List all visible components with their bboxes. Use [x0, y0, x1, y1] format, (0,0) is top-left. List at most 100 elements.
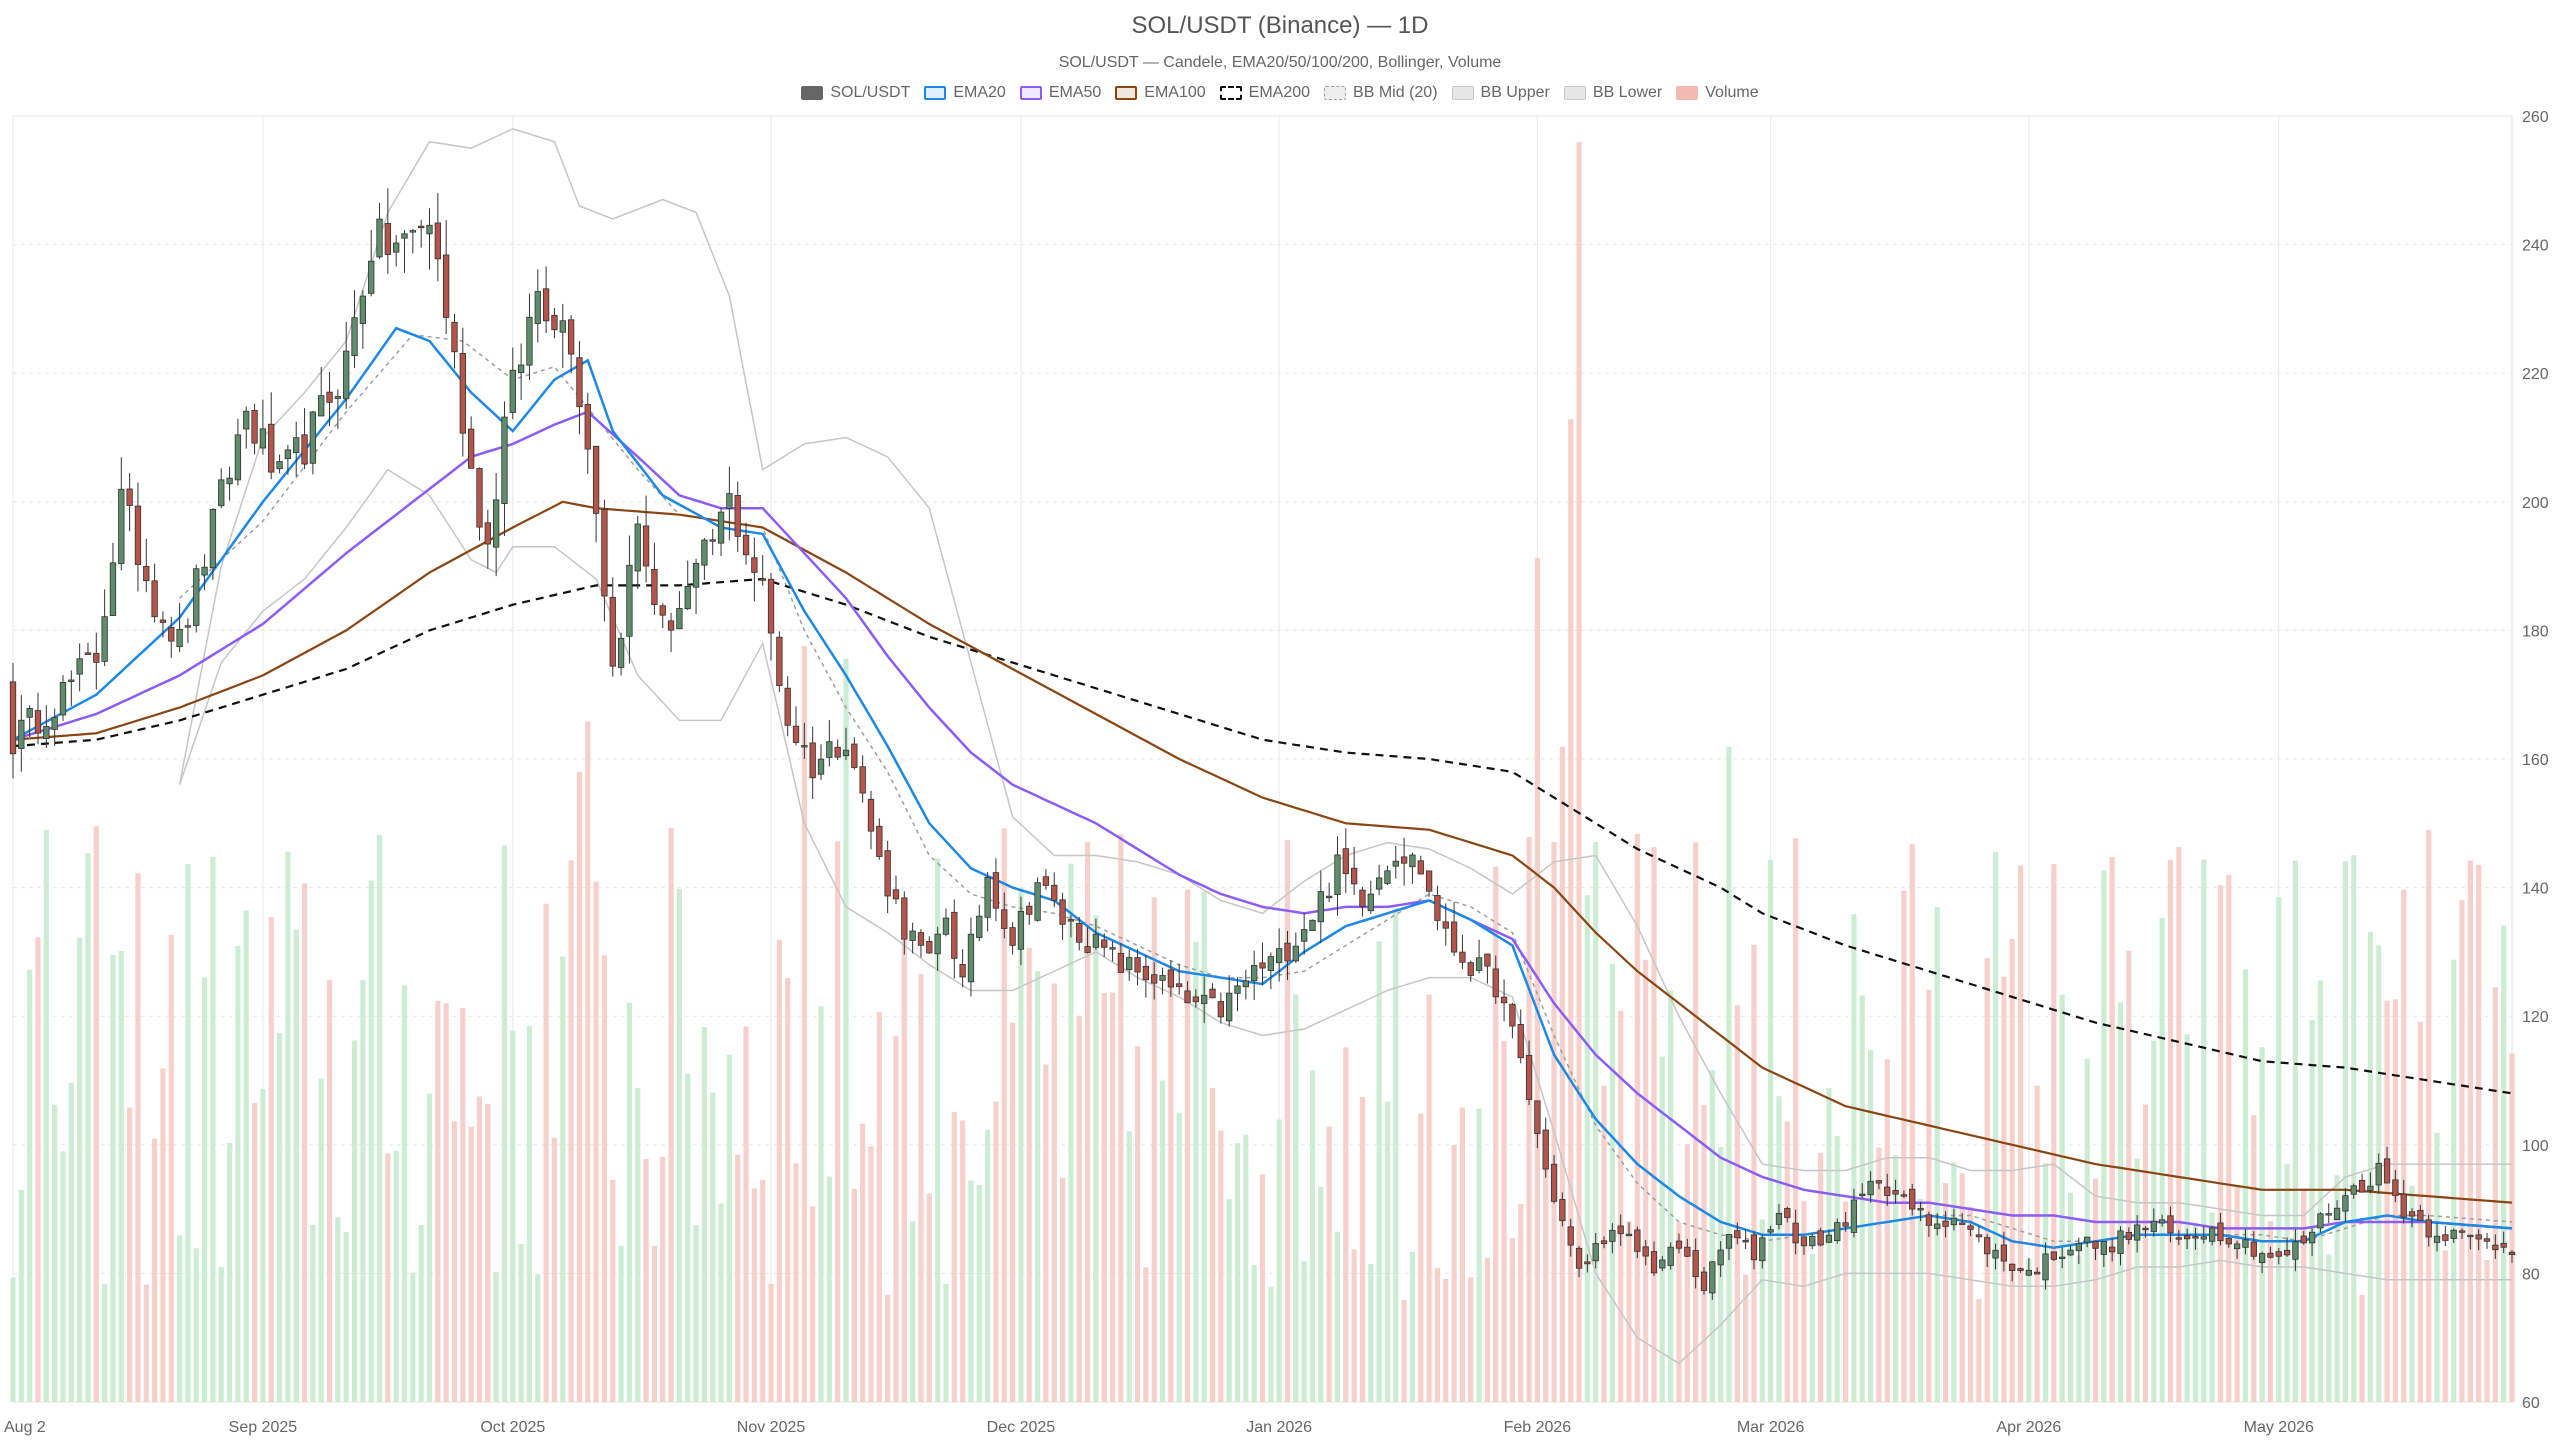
candle	[2275, 1247, 2282, 1265]
candle-body-up	[2292, 1241, 2299, 1260]
volume-bar	[551, 1137, 558, 1402]
volume-bar	[1326, 1126, 1332, 1402]
volume-bar	[1118, 834, 1124, 1402]
legend-item[interactable]: BB Mid (20)	[1324, 84, 1438, 102]
volume-bar	[810, 1206, 816, 1402]
candle	[1534, 1100, 1541, 1149]
candle	[1184, 981, 1191, 1004]
volume-bar	[635, 1087, 641, 1402]
candle	[126, 472, 133, 532]
volume-bar	[985, 1129, 991, 1402]
candle	[2267, 1246, 2274, 1259]
candle-body-up	[409, 230, 416, 233]
x-tick-label: Aug 2	[4, 1419, 46, 1436]
volume-bar	[1293, 994, 1299, 1402]
candle	[1892, 1179, 1899, 1204]
volume-bar	[1193, 941, 1199, 1402]
candle-body-up	[401, 233, 408, 239]
candle	[9, 662, 17, 779]
volume-bar	[43, 829, 49, 1402]
candle-body-up	[59, 682, 67, 716]
volume-bar	[1576, 142, 1582, 1402]
candle-body-up	[1109, 947, 1116, 950]
chart-title: SOL/USDT (Binance) — 1D	[1131, 12, 1429, 39]
candle	[334, 389, 342, 429]
candle	[1317, 870, 1324, 944]
volume-bar	[701, 1027, 707, 1402]
candle-body-down	[9, 681, 17, 755]
candle-body-down	[584, 403, 591, 450]
volume-bar	[626, 1002, 633, 1402]
candle-body-up	[218, 479, 225, 507]
candle-body-up	[1859, 1193, 1866, 1196]
volume-bar	[1984, 957, 1990, 1402]
legend-item[interactable]: Volume	[1676, 84, 1759, 102]
volume-bar	[1010, 1022, 1016, 1402]
candle	[1942, 1211, 1949, 1238]
candle-body-up	[2084, 1236, 2091, 1243]
volume-bar	[285, 851, 291, 1402]
legend-item[interactable]: BB Upper	[1451, 84, 1550, 102]
volume-bar	[2209, 1212, 2215, 1402]
candle	[959, 949, 966, 988]
volume-bar	[1501, 1041, 1507, 1402]
legend-item[interactable]: BB Lower	[1563, 84, 1662, 102]
candle-body-down	[1009, 927, 1016, 946]
candle	[1392, 845, 1399, 879]
volume-bar	[1134, 1046, 1141, 1402]
volume-bar	[1668, 990, 1674, 1402]
volume-bar	[185, 863, 191, 1402]
candle-body-up	[2134, 1224, 2141, 1241]
candle-body-up	[1934, 1223, 1941, 1229]
candle	[1284, 930, 1291, 981]
candle	[326, 371, 333, 427]
legend-item[interactable]: EMA20	[924, 84, 1006, 102]
volume-bar	[1076, 1015, 1082, 1402]
legend-swatch	[1219, 86, 1242, 100]
candle	[351, 290, 358, 368]
candle	[1867, 1171, 1874, 1203]
candle	[576, 341, 583, 435]
candle	[1400, 837, 1408, 886]
candle-body-up	[1592, 1243, 1599, 1262]
candle-body-up	[2200, 1236, 2207, 1240]
candle	[1834, 1218, 1841, 1244]
candle	[651, 542, 658, 615]
candle	[2067, 1245, 2074, 1257]
candle	[2367, 1172, 2374, 1194]
candle	[1559, 1192, 1566, 1227]
candle-body-up	[2317, 1213, 2324, 1229]
candle-body-down	[776, 636, 783, 686]
candle-body-down	[2175, 1237, 2182, 1240]
volume-bar	[1876, 1147, 1882, 1402]
volume-bar	[510, 1030, 516, 1402]
candle	[817, 744, 825, 780]
candle-body-up	[76, 658, 83, 675]
legend-swatch	[1019, 86, 1042, 100]
candle	[2325, 1203, 2332, 1223]
candle-body-down	[384, 223, 391, 255]
candle	[1717, 1241, 1724, 1278]
legend-item[interactable]: EMA100	[1115, 84, 1206, 102]
candle	[801, 722, 808, 760]
candle-body-down	[1984, 1237, 1991, 1255]
candle-body-down	[784, 687, 791, 726]
volume-bar	[1884, 1059, 1890, 1402]
candle-body-up	[2117, 1230, 2124, 1254]
candle-body-down	[443, 254, 450, 318]
volume-bar	[1476, 1108, 1482, 1402]
volume-bar	[1801, 1201, 1807, 1402]
volume-bar	[1143, 1267, 1149, 1402]
legend-item[interactable]: EMA200	[1219, 84, 1310, 102]
candle-body-down	[2217, 1222, 2224, 1242]
candle	[1475, 939, 1483, 974]
legend-item[interactable]: EMA50	[1019, 84, 1101, 102]
candle-body-up	[2367, 1185, 2374, 1191]
candle-body-up	[2342, 1195, 2349, 1212]
candle-body-up	[1234, 985, 1241, 994]
legend-item[interactable]: SOL/USDT	[801, 84, 910, 102]
candle-body-up	[726, 493, 733, 509]
candle-body-down	[851, 743, 858, 768]
candle	[1509, 1002, 1516, 1039]
candle-body-down	[2092, 1241, 2099, 1249]
